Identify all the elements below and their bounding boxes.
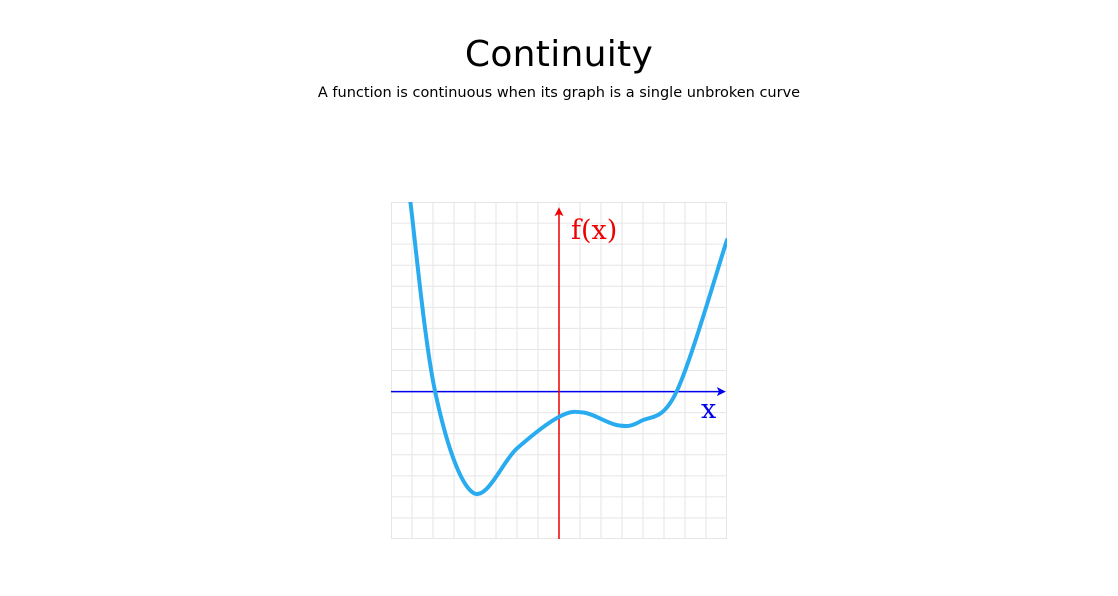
y-axis-label: f(x) xyxy=(571,215,617,246)
function-curve xyxy=(408,202,727,496)
x-axis-label: x xyxy=(701,394,716,425)
page-subtitle: A function is continuous when its graph … xyxy=(317,85,801,101)
function-graph: f(x) x xyxy=(391,202,727,539)
page-title: Continuity xyxy=(464,34,654,75)
